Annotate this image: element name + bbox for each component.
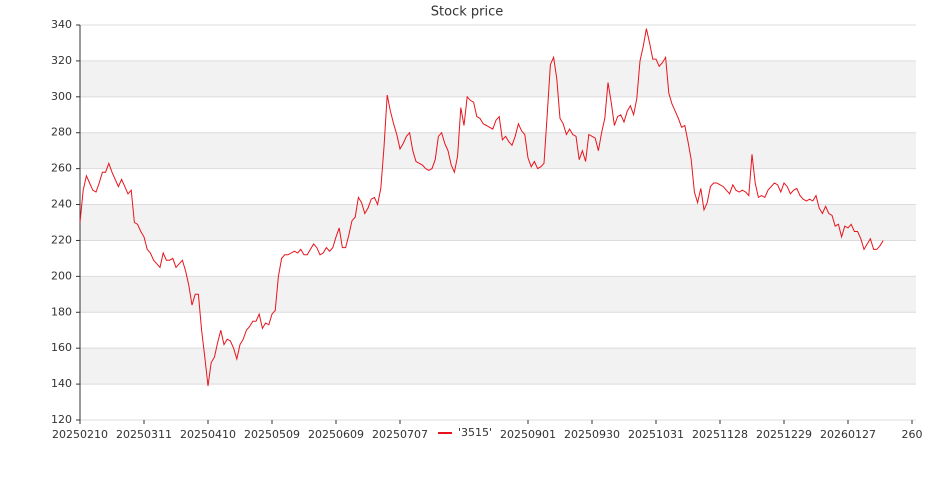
chart-title: Stock price (431, 5, 503, 20)
x-tick-label: 20251128 (692, 428, 748, 441)
x-tick-label: 20250901 (500, 428, 556, 441)
y-tick-label: 260 (51, 162, 72, 175)
y-tick-label: 200 (51, 269, 72, 282)
y-tick-label: 280 (51, 126, 72, 139)
price-line (79, 28, 884, 386)
y-tick-label: 220 (51, 233, 72, 246)
x-tick-label: 260 (902, 428, 923, 441)
x-tick-label: 20260127 (820, 428, 876, 441)
grid-band (80, 276, 916, 313)
y-tick-label: 120 (51, 413, 72, 426)
y-tick-label: 140 (51, 377, 72, 390)
y-tick-label: 160 (51, 341, 72, 354)
legend-box (434, 424, 500, 442)
x-tick-label: 20250509 (244, 428, 300, 441)
x-tick-label: 20250210 (52, 428, 108, 441)
grid-band (80, 204, 916, 241)
grid-band (80, 348, 916, 385)
y-tick-label: 300 (51, 90, 72, 103)
x-tick-label: 20251031 (628, 428, 684, 441)
y-tick-label: 180 (51, 305, 72, 318)
x-tick-label: 20250311 (116, 428, 172, 441)
y-tick-label: 320 (51, 54, 72, 67)
x-tick-label: 20250707 (372, 428, 428, 441)
x-tick-label: 20250930 (564, 428, 620, 441)
grid-band (80, 60, 916, 97)
y-tick-label: 340 (51, 18, 72, 31)
y-tick-label: 240 (51, 198, 72, 211)
legend-label: '3515' (458, 426, 492, 439)
x-tick-label: 20250410 (180, 428, 236, 441)
grid-band (80, 132, 916, 169)
x-tick-label: 20251229 (756, 428, 812, 441)
x-tick-label: 20250609 (308, 428, 364, 441)
